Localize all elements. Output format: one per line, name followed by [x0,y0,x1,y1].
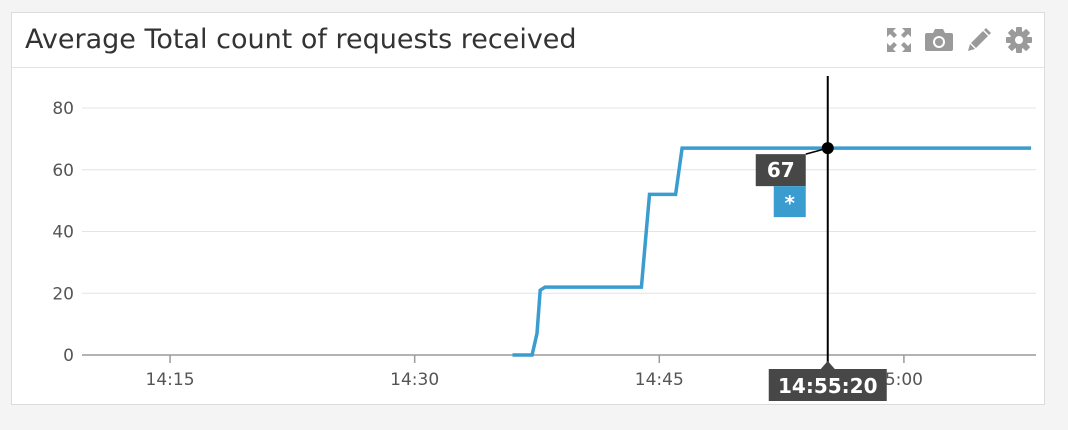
x-tick-label: 5:00 [885,370,923,390]
grid-layer [82,107,1036,356]
widget-toolbar [884,25,1034,55]
hover-time-label: 14:55:20 [778,374,878,398]
gear-icon [1006,27,1032,53]
hover-crosshair: 67 * 14:55:20 [755,76,887,401]
hover-point [821,142,834,155]
settings-button[interactable] [1004,25,1034,55]
series-marker: * [785,191,796,215]
y-tick-label: 0 [63,346,74,366]
expand-button[interactable] [884,25,914,55]
x-tick-label: 14:45 [635,370,684,390]
value-label-box [755,154,806,187]
y-axis-ticks: 0 20 40 60 80 [52,99,74,366]
series-marker-box [773,186,806,218]
camera-icon [925,29,953,51]
widget-header: Average Total count of requests received [12,13,1044,68]
time-label-box [768,369,887,401]
line-chart[interactable]: 0 20 40 60 80 14:15 14:30 14:45 5:00 67 * 14:55… [12,13,1044,404]
y-tick-label: 20 [52,284,74,304]
chart-widget: Average Total count of requests received [11,12,1045,405]
x-axis-ticks: 14:15 14:30 14:45 5:00 [146,355,923,390]
x-tick-label: 14:15 [146,370,195,390]
y-tick-label: 60 [52,161,74,181]
expand-icon [887,28,911,52]
y-tick-label: 40 [52,223,74,243]
x-tick-label: 14:30 [390,370,439,390]
edit-button[interactable] [964,25,994,55]
series-line [512,146,1032,357]
value-label: 67 [767,158,795,182]
pencil-icon [968,28,991,51]
widget-title: Average Total count of requests received [25,24,577,55]
time-label-caret [820,361,835,369]
snapshot-button[interactable] [924,25,954,55]
y-tick-label: 80 [52,99,74,119]
